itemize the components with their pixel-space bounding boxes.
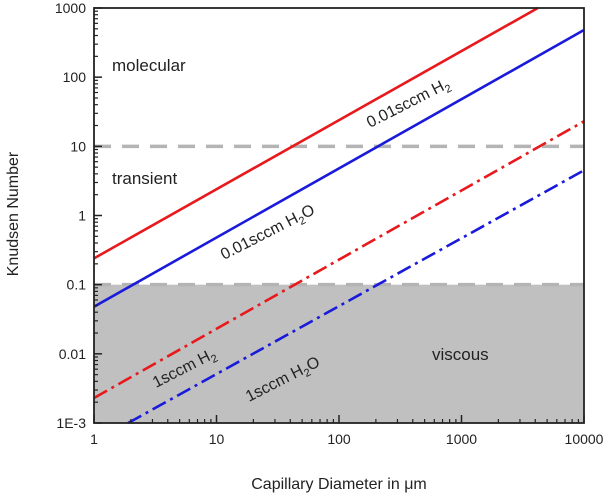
- series-line-3: [127, 169, 585, 425]
- series-label-h2-0.01-main: 0.01sccm H: [364, 78, 447, 131]
- x-tick-label: 1000: [446, 431, 477, 447]
- series-line-1: [93, 28, 585, 308]
- y-tick-label: 1000: [55, 0, 86, 16]
- y-tick-label: 1E-3: [56, 415, 86, 431]
- y-tick-label: 100: [63, 69, 87, 85]
- x-tick-label: 1: [90, 431, 98, 447]
- series-line-2: [93, 120, 585, 400]
- x-axis-ticks: 1 10 100 1000 10000: [90, 415, 604, 447]
- y-tick-label: 0.01: [59, 346, 86, 362]
- region-label-transient: transient: [112, 169, 177, 188]
- series-label-h2-0.01-sub: 2: [443, 82, 454, 95]
- threshold-lines: [94, 144, 584, 287]
- series-label-h2-0.01: 0.01sccm H2: [364, 75, 454, 134]
- viscous-region: [94, 284, 584, 423]
- y-tick-label: 10: [70, 138, 86, 154]
- x-tick-label: 100: [327, 431, 351, 447]
- region-label-molecular: molecular: [112, 56, 186, 75]
- x-axis-title: Capillary Diameter in μm: [251, 476, 426, 493]
- region-label-viscous: viscous: [432, 345, 489, 364]
- series-label-h2-1-sub: 2: [209, 353, 220, 366]
- y-tick-label: 0.1: [67, 277, 87, 293]
- series-line-0: [93, 6, 539, 260]
- series-label-h2o-1-sub: 2: [302, 367, 313, 380]
- series-label-h2o-0.01: 0.01sccm H2O: [218, 202, 319, 267]
- x-tick-label: 10: [209, 431, 225, 447]
- series-label-h2o-0.01-sub: 2: [297, 214, 308, 227]
- y-axis-ticks: 1E-3 0.01 0.1 1 10 100 1000: [55, 0, 102, 431]
- y-axis-title: Knudsen Number: [5, 151, 22, 276]
- series-label-h2o-0.01-main: 0.01sccm H: [218, 210, 301, 263]
- series-lines: [93, 6, 585, 425]
- y-tick-label: 1: [78, 208, 86, 224]
- x-tick-label: 10000: [565, 431, 604, 447]
